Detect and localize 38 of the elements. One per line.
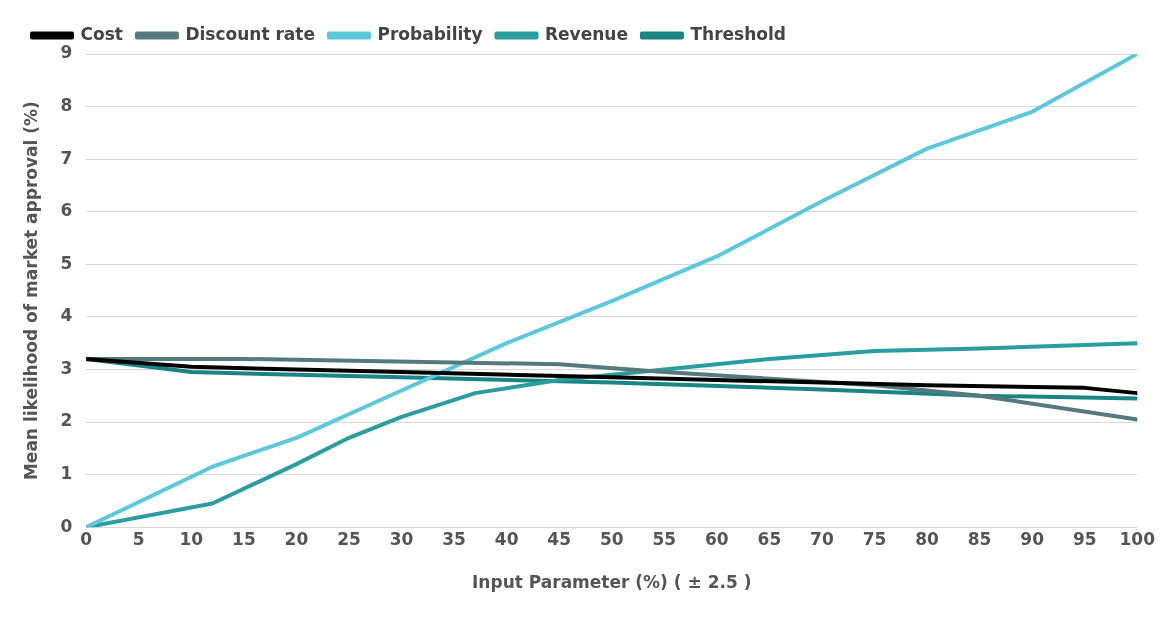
x-axis-title: Input Parameter (%) ( ± 2.5 )	[472, 572, 752, 593]
x-tick-label: 40	[494, 528, 519, 549]
x-tick-label: 60	[705, 528, 729, 549]
legend-label: Probability	[377, 23, 483, 44]
x-tick-label: 25	[337, 528, 361, 549]
x-tick-label: 35	[442, 528, 466, 549]
y-tick-label: 5	[60, 252, 73, 273]
y-tick-label: 1	[60, 463, 73, 484]
x-tick-label: 100	[1119, 528, 1156, 549]
y-tick-label: 3	[60, 357, 73, 378]
x-tick-label: 85	[967, 528, 992, 549]
y-tick-label: 9	[60, 42, 73, 63]
x-tick-label: 45	[547, 528, 572, 549]
x-tick-label: 65	[757, 528, 782, 549]
y-tick-label: 7	[60, 147, 73, 168]
x-tick-label: 15	[232, 528, 256, 549]
x-tick-label: 90	[1020, 528, 1045, 549]
legend-label: Revenue	[545, 23, 628, 44]
legend-label: Discount rate	[185, 23, 315, 44]
x-tick-label: 30	[389, 528, 414, 549]
x-tick-label: 0	[80, 528, 93, 549]
x-tick-label: 95	[1072, 528, 1097, 549]
y-tick-label: 4	[60, 305, 73, 326]
y-axis-title: Mean likelihood of market approval (%)	[20, 101, 41, 481]
x-tick-label: 50	[599, 528, 624, 549]
y-tick-label: 8	[60, 95, 73, 115]
y-tick-label: 2	[60, 410, 73, 431]
y-tick-label: 6	[60, 200, 73, 221]
legend-label: Cost	[80, 23, 123, 44]
x-tick-label: 70	[810, 528, 834, 549]
x-tick-label: 75	[862, 528, 887, 549]
x-tick-label: 20	[284, 528, 309, 549]
x-tick-label: 5	[132, 528, 145, 549]
legend-label: Threshold	[690, 23, 786, 44]
x-tick-label: 55	[652, 528, 677, 549]
y-tick-label: 0	[60, 515, 73, 536]
x-tick-label: 80	[915, 528, 940, 549]
x-tick-label: 10	[179, 528, 204, 549]
